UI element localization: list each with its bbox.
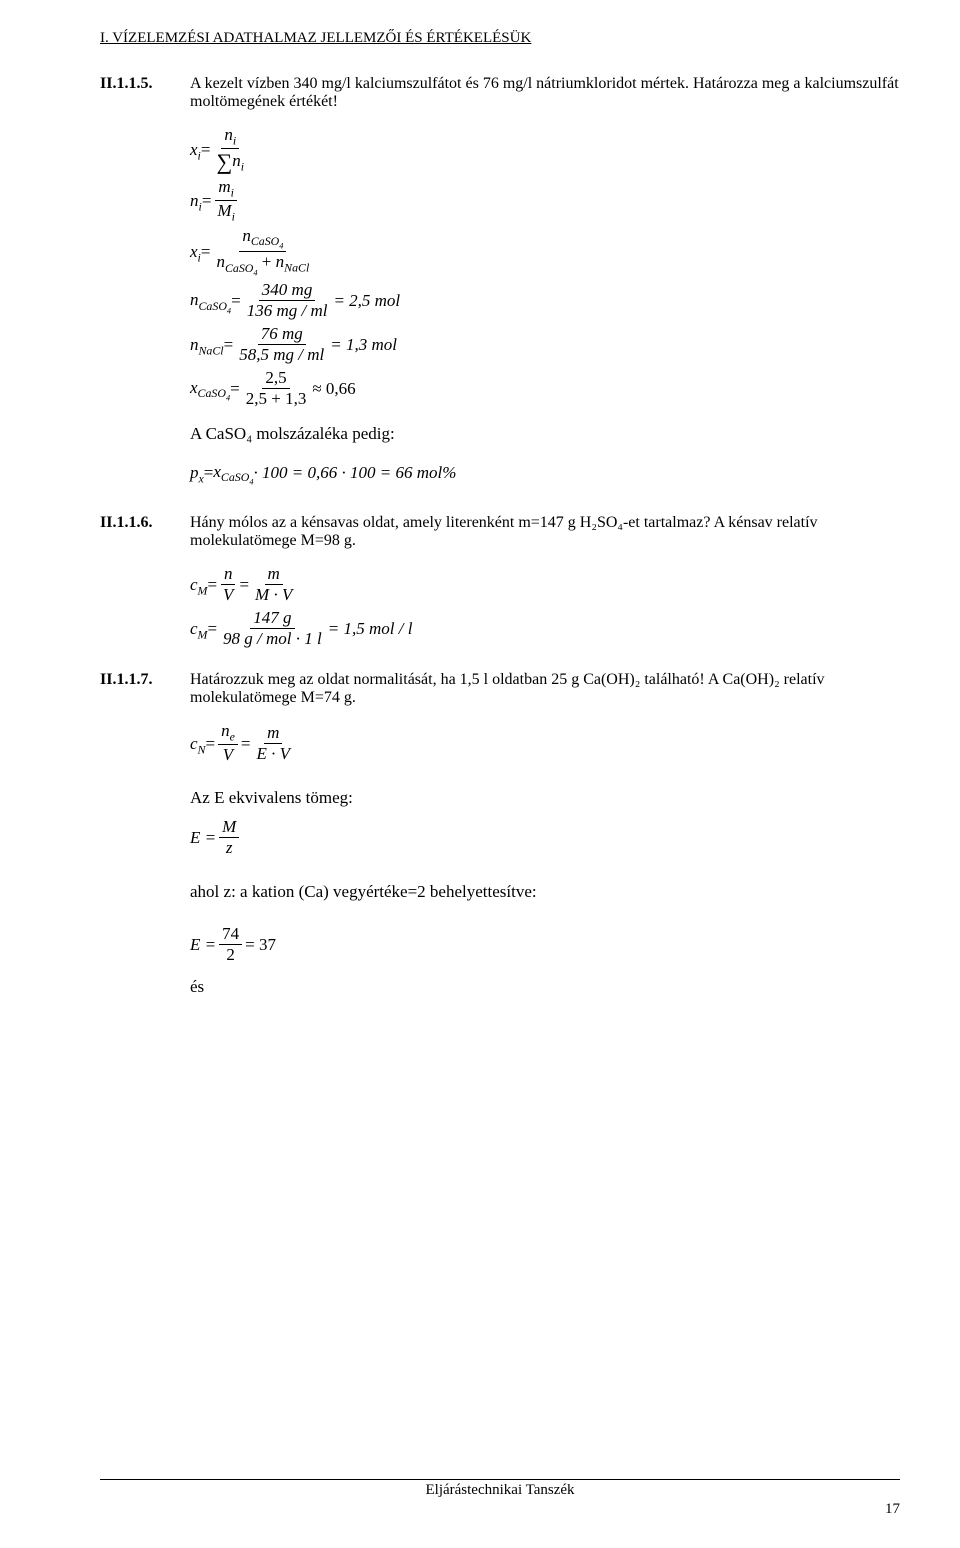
frac-nev: ne V [218,721,238,765]
result-37: = 37 [245,926,276,963]
page-container: I. VÍZELEMZÉSI ADATHALMAZ JELLEMZŐI ÉS É… [0,0,960,1548]
eq-sign: = [207,566,217,603]
eq-xi-def: xi = ni ∑ni [190,125,900,175]
frac-caso4: nCaSO4 nCaSO4 + nNaCl [213,226,312,279]
eq-sign: = [241,725,251,762]
page-footer: Eljárástechnikai Tanszék 17 [100,1479,900,1518]
eq-sign: = [230,370,240,407]
text-ekvivalens: Az E ekvivalens tömeg: [190,779,900,816]
result-66mol: · 100 = 0,66 · 100 = 66 mol% [254,454,457,491]
eq-xi-caso4: xi = nCaSO4 nCaSO4 + nNaCl [190,226,900,279]
eq-xcaso4-val: xCaSO4 = 2,5 2,5 + 1,3 ≈ 0,66 [190,368,900,410]
eq-sign: = [239,566,249,603]
text-molszazalek: A CaSO₄ molszázaléka pedig: [190,415,900,452]
eq-sign: = [204,454,214,491]
eq-nnacl-val: nNaCl = 76 mg 58,5 mg / ml = 1,3 mol [190,324,900,366]
eq-sign: = [201,131,211,168]
result-15mol: = 1,5 mol / l [328,610,413,647]
frac-mmv: m M · V [252,564,295,606]
var-cm2: cM [190,610,207,648]
page-number: 17 [100,1501,900,1518]
frac-mz: M z [219,817,239,859]
frac-nv: n V [220,564,236,606]
var-x: xi [190,131,201,169]
problem-1-number: II.1.1.5. [100,75,190,111]
frac-xi: ni ∑ni [213,125,247,175]
lhs-E: E = [190,819,216,856]
text-kation: ahol z: a kation (Ca) vegyértéke=2 behel… [190,873,900,910]
eq-E-val: E = 74 2 = 37 [190,924,900,966]
var-ncaso4: nCaSO4 [190,281,231,320]
var-px: px [190,454,204,492]
eq-sign: = [224,326,234,363]
frac-147: 147 g 98 g / mol · 1 l [220,608,325,650]
var-cn: cN [190,725,205,763]
frac-76: 76 mg 58,5 mg / ml [236,324,327,366]
result-25mol: = 2,5 mol [333,282,400,319]
problem-2-text: Hány mólos az a kénsavas oldat, amely li… [190,514,900,550]
var-cm: cM [190,566,207,604]
frac-340: 340 mg 136 mg / ml [244,280,331,322]
eq-E-def: E = M z [190,817,900,859]
text-es: és [190,968,900,1005]
frac-ni: mi Mi [214,177,237,223]
math-block-3: cN = ne V = m E · V Az E ekvivalens töme… [190,721,900,1005]
math-block-2: cM = n V = m M · V cM = 147 g 98 g / mol… [190,564,900,650]
footer-dept: Eljárástechnikai Tanszék [100,1479,900,1499]
problem-3-number: II.1.1.7. [100,671,190,707]
var-xcaso4: xCaSO4 [190,369,230,408]
approx-066: ≈ 0,66 [312,370,355,407]
problem-1: II.1.1.5. A kezelt vízben 340 mg/l kalci… [100,75,900,111]
eq-px: px = xCaSO4 · 100 = 0,66 · 100 = 66 mol% [190,453,900,492]
eq-ni-def: ni = mi Mi [190,177,900,223]
math-block-1: xi = ni ∑ni ni = mi Mi xi = nCaSO4 nCaSO… [190,125,900,492]
problem-2: II.1.1.6. Hány mólos az a kénsavas oldat… [100,514,900,550]
problem-3-text: Határozzuk meg az oldat normalitását, ha… [190,671,900,707]
lhs-E2: E = [190,926,216,963]
frac-742: 74 2 [219,924,242,966]
eq-sign: = [231,282,241,319]
eq-sign: = [202,182,212,219]
frac-mev: m E · V [253,723,293,765]
frac-25: 2,5 2,5 + 1,3 [243,368,310,410]
eq-ncaso4-val: nCaSO4 = 340 mg 136 mg / ml = 2,5 mol [190,280,900,322]
eq-cm-def: cM = n V = m M · V [190,564,900,606]
problem-2-number: II.1.1.6. [100,514,190,550]
var-ni: ni [190,182,202,220]
var-nnacl: nNaCl [190,326,224,364]
eq-sign: = [205,725,215,762]
problem-1-text: A kezelt vízben 340 mg/l kalciumszulfáto… [190,75,900,111]
eq-sign: = [207,610,217,647]
eq-sign: = [201,233,211,270]
page-header: I. VÍZELEMZÉSI ADATHALMAZ JELLEMZŐI ÉS É… [100,30,900,47]
var-xi2: xi [190,233,201,271]
result-13mol: = 1,3 mol [330,326,397,363]
problem-3: II.1.1.7. Határozzuk meg az oldat normal… [100,671,900,707]
eq-cm-val: cM = 147 g 98 g / mol · 1 l = 1,5 mol / … [190,608,900,650]
eq-cn-def: cN = ne V = m E · V [190,721,900,765]
